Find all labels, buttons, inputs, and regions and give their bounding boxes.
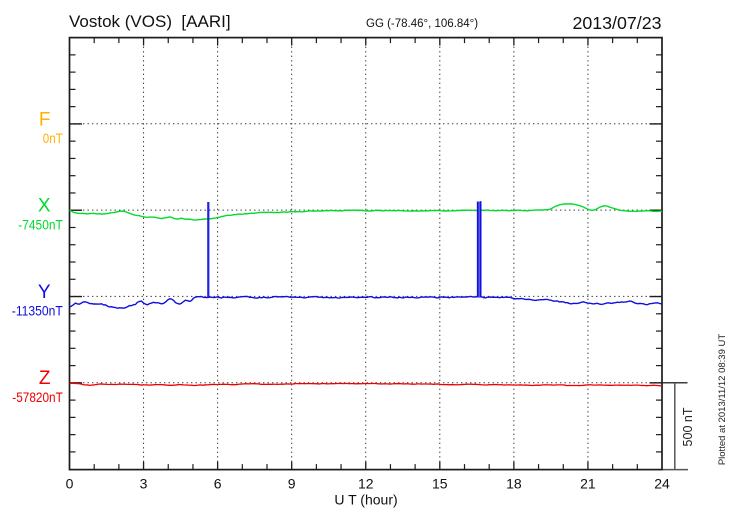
- svg-text:15: 15: [432, 475, 448, 491]
- svg-text:Plotted at 2013/11/12 08:39 UT: Plotted at 2013/11/12 08:39 UT: [717, 334, 728, 466]
- svg-text:Y: Y: [38, 282, 51, 303]
- svg-text:GG (-78.46°, 106.84°): GG (-78.46°, 106.84°): [366, 18, 478, 30]
- svg-text:0: 0: [66, 475, 74, 491]
- svg-text:24: 24: [654, 475, 670, 491]
- svg-text:21: 21: [580, 475, 596, 491]
- svg-text:-57820nT: -57820nT: [12, 389, 63, 405]
- svg-text:F: F: [39, 109, 51, 130]
- svg-text:-7450nT: -7450nT: [18, 216, 63, 232]
- svg-text:18: 18: [506, 475, 522, 491]
- svg-text:500 nT: 500 nT: [681, 407, 695, 446]
- svg-text:X: X: [38, 196, 51, 217]
- svg-text:9: 9: [288, 475, 296, 491]
- svg-text:Vostok (VOS) [AARI]: Vostok (VOS) [AARI]: [69, 12, 231, 31]
- svg-text:6: 6: [214, 475, 222, 491]
- svg-text:Z: Z: [39, 368, 51, 389]
- svg-text:3: 3: [140, 475, 148, 491]
- svg-text:0nT: 0nT: [43, 130, 63, 146]
- svg-text:-11350nT: -11350nT: [12, 303, 63, 319]
- svg-text:2013/07/23: 2013/07/23: [573, 13, 662, 33]
- svg-text:12: 12: [358, 475, 374, 491]
- svg-text:U T (hour): U T (hour): [334, 492, 397, 508]
